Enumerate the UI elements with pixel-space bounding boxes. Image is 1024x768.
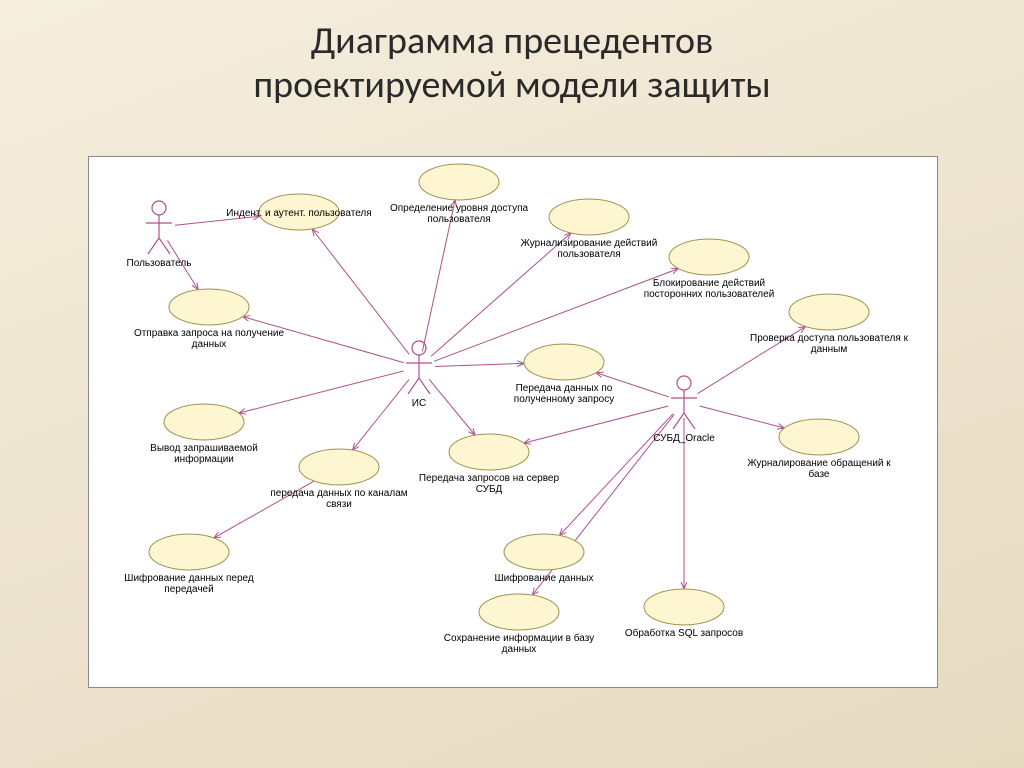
usecase-block — [669, 239, 749, 275]
edge — [435, 363, 524, 366]
usecase-save — [479, 594, 559, 630]
edge — [312, 229, 409, 354]
usecase-label-enc: Шифрование данных — [495, 572, 594, 584]
actor-label-is: ИС — [412, 398, 426, 409]
usecase-label-enc_pre: Шифрование данных передпередачей — [124, 572, 254, 595]
usecase-label-transfer: Передача данных пополученному запросу — [514, 383, 614, 405]
actor-user — [146, 201, 172, 254]
usecase-label-send_req: Отправка запроса на получениеданных — [134, 328, 285, 350]
edge — [559, 414, 673, 536]
usecase-journal_b — [779, 419, 859, 455]
slide: Диаграмма прецедентов проектируемой моде… — [0, 0, 1024, 768]
edge — [699, 406, 784, 428]
usecase-journal_u — [549, 199, 629, 235]
usecase-label-output: Вывод запрашиваемойинформации — [150, 443, 258, 465]
usecase-label-req_srv: Передача запросов на серверСУБД — [419, 473, 560, 495]
usecase-sql — [644, 589, 724, 625]
usecase-send_req — [169, 289, 249, 325]
usecase-label-sql: Обработка SQL запросов — [625, 627, 743, 639]
usecase-check — [789, 294, 869, 330]
diagram-frame: Индент. и аутент. пользователя Определени… — [88, 156, 938, 688]
usecase-enc — [504, 534, 584, 570]
edge — [243, 317, 404, 363]
edge — [239, 371, 404, 413]
usecase-label-level: Определение уровня доступапользователя — [390, 203, 529, 225]
nodes-layer — [146, 164, 869, 630]
usecase-output — [164, 404, 244, 440]
usecase-level — [419, 164, 499, 200]
usecase-label-journal_u: Журнализирование действийпользователя — [521, 238, 658, 260]
usecase-channels — [299, 449, 379, 485]
edge — [353, 379, 409, 450]
use-case-diagram: Индент. и аутент. пользователя Определени… — [89, 157, 937, 687]
edge — [524, 406, 669, 443]
actor-label-oracle: СУБД_Oracle — [653, 433, 715, 444]
usecase-transfer — [524, 344, 604, 380]
usecase-label-check: Проверка доступа пользователя кданным — [750, 333, 909, 355]
usecase-label-ident: Индент. и аутент. пользователя — [226, 208, 371, 219]
edge — [431, 233, 571, 356]
slide-title: Диаграмма прецедентов проектируемой моде… — [0, 20, 1024, 107]
usecase-label-block: Блокирование действийпосторонних пользов… — [644, 278, 775, 300]
usecase-label-save: Сохранение информации в базуданных — [444, 632, 594, 655]
edge — [429, 379, 475, 435]
actor-label-user: Пользователь — [127, 258, 192, 269]
title-line-2: проектируемой модели защиты — [253, 62, 770, 108]
usecase-enc_pre — [149, 534, 229, 570]
usecase-req_srv — [449, 434, 529, 470]
actor-is — [406, 341, 432, 394]
usecase-label-channels: передача данных по каналамсвязи — [270, 488, 407, 510]
usecase-label-journal_b: Журналирование обращений кбазе — [747, 457, 891, 480]
title-line-1: Диаграмма прецедентов — [311, 18, 714, 64]
